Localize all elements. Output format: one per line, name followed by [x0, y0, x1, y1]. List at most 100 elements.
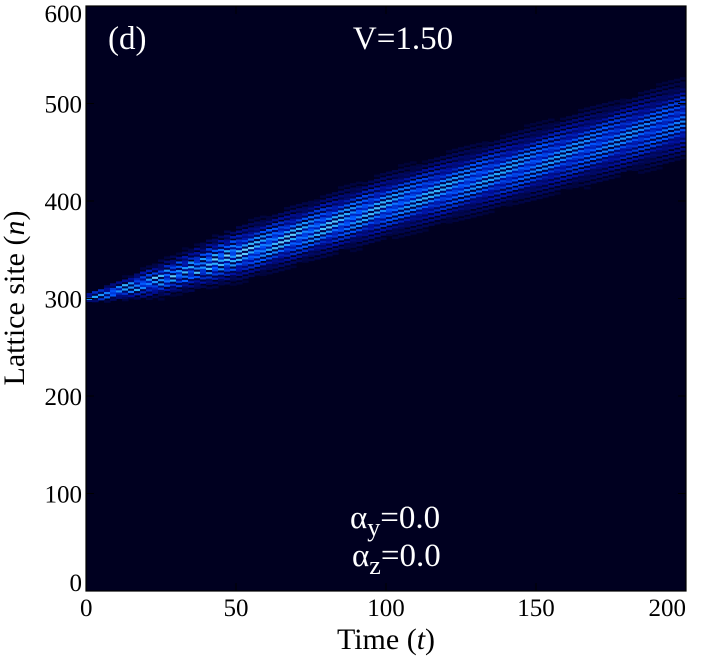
heatmap-cell — [638, 141, 645, 144]
heatmap-cell — [290, 256, 297, 260]
heatmap-cell — [518, 177, 525, 180]
heatmap-cell — [464, 175, 471, 179]
heatmap-cell — [218, 265, 225, 269]
heatmap-cell — [278, 260, 285, 263]
heatmap-cell — [296, 210, 303, 213]
heatmap-cell — [428, 176, 435, 179]
heatmap-cell — [554, 138, 561, 142]
heatmap-cell — [230, 242, 237, 246]
y-tick-label: 200 — [45, 384, 83, 411]
heatmap-cell — [362, 197, 369, 200]
heatmap-cell — [638, 143, 645, 146]
heatmap-cell — [680, 92, 686, 95]
heatmap-cell — [152, 263, 159, 267]
heatmap-cell — [206, 280, 213, 283]
heatmap-cell — [560, 130, 567, 134]
heatmap-cell — [638, 158, 645, 161]
heatmap-cell — [548, 180, 555, 184]
heatmap-cell — [356, 211, 363, 215]
heatmap-cell — [278, 253, 285, 257]
heatmap-cell — [680, 109, 686, 112]
heatmap-cell — [416, 200, 423, 204]
heatmap-cell — [680, 137, 686, 140]
heatmap-cell — [344, 199, 351, 203]
heatmap-cell — [170, 261, 177, 265]
heatmap-cell — [428, 188, 435, 192]
heatmap-cell — [470, 150, 477, 154]
heatmap-cell — [290, 231, 297, 234]
heatmap-cell — [254, 255, 261, 259]
heatmap-cell — [644, 161, 651, 164]
heatmap-cell — [170, 274, 177, 278]
heatmap-cell — [518, 194, 525, 198]
heatmap-cell — [182, 258, 189, 261]
heatmap-cell — [680, 148, 686, 151]
heatmap-cell — [602, 160, 609, 164]
heatmap-cell — [428, 214, 435, 218]
heatmap-cell — [134, 273, 141, 277]
heatmap-cell — [284, 222, 291, 225]
heatmap-cell — [200, 244, 207, 248]
heatmap-cell — [194, 254, 201, 257]
heatmap-cell — [146, 276, 153, 279]
heatmap-cell — [674, 132, 681, 135]
heatmap-cell — [314, 239, 321, 243]
heatmap-cell — [656, 96, 663, 99]
heatmap-cell — [662, 156, 669, 160]
heatmap-cell — [302, 255, 309, 259]
heatmap-cell — [362, 214, 369, 217]
heatmap-cell — [272, 244, 279, 248]
heatmap-cell — [662, 135, 669, 138]
heatmap-cell — [542, 147, 549, 151]
heatmap-cell — [440, 188, 447, 191]
heatmap-cell — [518, 188, 525, 191]
heatmap-cell — [506, 158, 513, 162]
heatmap-cell — [350, 249, 357, 253]
heatmap-cell — [368, 199, 375, 203]
heatmap-cell — [656, 100, 663, 103]
heatmap-cell — [494, 181, 501, 184]
heatmap-cell — [230, 257, 237, 261]
heatmap-cell — [116, 296, 123, 299]
heatmap-cell — [482, 199, 489, 202]
heatmap-cell — [464, 156, 471, 160]
heatmap-cell — [260, 239, 267, 242]
heatmap-cell — [644, 122, 651, 126]
alpha-z-annotation: αz=0.0 — [352, 538, 441, 580]
heatmap-cell — [326, 217, 333, 220]
heatmap-cell — [530, 137, 537, 141]
heatmap-cell — [620, 154, 627, 157]
heatmap-cell — [626, 118, 633, 122]
heatmap-cell — [554, 177, 561, 180]
heatmap-cell — [200, 268, 207, 271]
heatmap-cell — [392, 189, 399, 192]
heatmap-cell — [638, 100, 645, 104]
heatmap-cell — [116, 283, 123, 287]
heatmap-cell — [200, 257, 207, 261]
heatmap-cell — [188, 252, 195, 256]
heatmap-cell — [380, 190, 387, 193]
heatmap-cell — [248, 235, 255, 239]
heatmap-cell — [158, 272, 165, 275]
heatmap-cell — [212, 281, 219, 285]
heatmap-cell — [656, 102, 663, 106]
heatmap-cell — [656, 115, 663, 118]
heatmap-cell — [596, 166, 603, 170]
heatmap-cell — [212, 270, 219, 274]
heatmap-cell — [452, 215, 459, 218]
heatmap-cell — [248, 244, 255, 248]
heatmap-cell — [560, 177, 567, 181]
heatmap-cell — [260, 273, 267, 277]
heatmap-cell — [428, 203, 435, 207]
heatmap-cell — [428, 206, 435, 209]
heatmap-cell — [464, 201, 471, 205]
heatmap-cell — [374, 211, 381, 214]
heatmap-cell — [446, 158, 453, 162]
heatmap-cell — [422, 190, 429, 194]
heatmap-cell — [212, 238, 219, 242]
heatmap-cell — [620, 126, 627, 129]
heatmap-cell — [266, 224, 273, 228]
heatmap-cell — [362, 237, 369, 241]
heatmap-cell — [374, 238, 381, 242]
heatmap-cell — [476, 177, 483, 180]
